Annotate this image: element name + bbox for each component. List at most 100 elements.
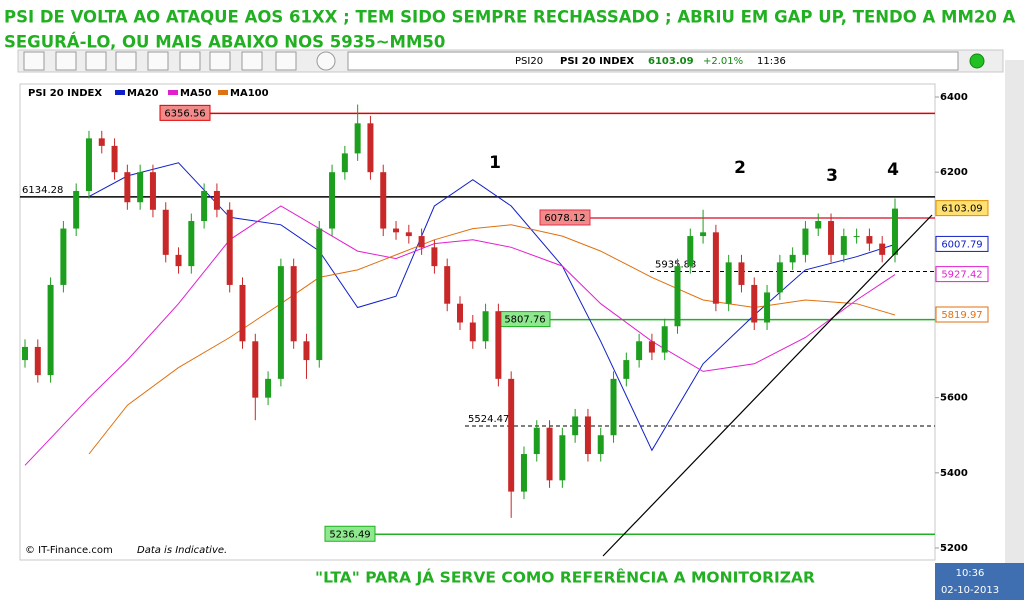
annotation: 3: [826, 166, 838, 186]
candle-body: [34, 346, 41, 376]
candle-body: [738, 262, 745, 285]
tool-button[interactable]: [23, 51, 45, 71]
legend-swatch: [218, 90, 228, 95]
candle-body: [751, 284, 758, 323]
candle-body: [329, 172, 336, 229]
scrollbar[interactable]: [1005, 60, 1024, 565]
candle-body: [495, 311, 502, 379]
value-box: [935, 306, 989, 323]
candle-body: [892, 208, 898, 255]
tool-button[interactable]: [179, 51, 201, 71]
value-box-label: 5819.97: [941, 310, 982, 321]
value-box-label: 6007.79: [941, 239, 982, 250]
candle-body: [597, 435, 604, 455]
level-label: 6078.12: [544, 213, 585, 224]
candle-body: [469, 322, 476, 342]
toolbar-symbol: PSI20: [515, 56, 543, 67]
y-tick-label: 5600: [940, 393, 968, 404]
candle-body: [712, 232, 719, 304]
candle-body: [789, 254, 796, 263]
candle-body: [213, 190, 220, 210]
candle-body: [85, 138, 92, 191]
help-button[interactable]: [316, 51, 336, 71]
candle-body: [124, 172, 131, 203]
plot-area: [19, 83, 936, 561]
candle-body: [341, 153, 348, 173]
tool-button[interactable]: [55, 51, 77, 71]
value-box-label: 6103.09: [941, 204, 982, 215]
title-line: PSI DE VOLTA AO ATAQUE AOS 61XX ; TEM SI…: [4, 8, 1016, 27]
title-line: SEGURÁ-LO, OU MAIS ABAIXO NOS 5935~MM50: [4, 33, 445, 52]
candle-body: [239, 284, 246, 342]
candle-body: [559, 435, 566, 481]
candle-body: [853, 236, 860, 238]
candle-body: [47, 284, 54, 376]
level-box: [159, 104, 211, 121]
candle-body: [840, 236, 847, 255]
tool-button[interactable]: [275, 51, 297, 71]
status-light: [969, 53, 985, 69]
legend-swatch: [168, 90, 178, 95]
candle-body: [98, 138, 105, 146]
y-tick-label: 6400: [940, 92, 968, 103]
candle-body: [162, 209, 169, 255]
level-box: [539, 209, 591, 226]
candle-body: [252, 341, 259, 398]
candle-body: [725, 262, 732, 304]
candle-body: [636, 341, 643, 361]
candle-body: [661, 326, 668, 353]
level-label: 5236.49: [329, 529, 370, 540]
candle-body: [60, 228, 67, 285]
tool-button[interactable]: [241, 51, 263, 71]
caption: "LTA" PARA JÁ SERVE COMO REFERÊNCIA A MO…: [315, 568, 815, 587]
candle-body: [265, 378, 272, 398]
tool-button[interactable]: [85, 51, 107, 71]
candle-body: [802, 228, 809, 255]
tool-button[interactable]: [115, 51, 137, 71]
candle-body: [367, 123, 374, 173]
candle-body: [776, 262, 783, 293]
taskbar-clock[interactable]: [935, 563, 1024, 600]
tool-button[interactable]: [147, 51, 169, 71]
candle-body: [149, 172, 156, 210]
note: Data is Indicative.: [137, 545, 227, 556]
candle-body: [584, 416, 591, 455]
candle-body: [137, 172, 144, 203]
candle-body: [610, 378, 617, 436]
toolbar-name: PSI 20 INDEX: [560, 56, 634, 67]
candle-body: [303, 341, 310, 361]
y-tick-label: 5400: [940, 468, 968, 479]
candle-body: [316, 228, 323, 361]
candle-body: [111, 145, 118, 173]
toolbar-time: 11:36: [757, 56, 786, 67]
value-box: [935, 266, 989, 283]
candle-body: [520, 454, 527, 492]
tool-button[interactable]: [209, 51, 231, 71]
candle-body: [175, 254, 182, 267]
value-box: [935, 200, 989, 217]
level-label: 5935.83: [655, 259, 696, 270]
candle-body: [828, 221, 835, 255]
candle-body: [22, 346, 28, 361]
annotation: 2: [734, 158, 746, 178]
candle-body: [444, 266, 451, 304]
candle-body: [431, 247, 438, 267]
quote-box: [347, 51, 959, 71]
level-label: 6356.56: [164, 108, 205, 119]
candle-body: [648, 341, 655, 353]
candle-body: [380, 172, 387, 229]
candle-body: [405, 232, 412, 237]
level-label: 5524.47: [468, 414, 509, 425]
value-box-label: 5927.42: [941, 270, 982, 281]
legend-label: MA50: [180, 88, 212, 99]
source: © IT-Finance.com: [25, 545, 113, 556]
candle-body: [226, 209, 233, 285]
toolbar-buttons: [23, 51, 985, 71]
candle-body: [815, 221, 822, 229]
candle-body: [457, 303, 463, 323]
legend-label: MA20: [127, 88, 159, 99]
y-tick-label: 5200: [940, 543, 968, 554]
annotation: 1: [489, 153, 501, 173]
legend-swatch: [115, 90, 125, 95]
